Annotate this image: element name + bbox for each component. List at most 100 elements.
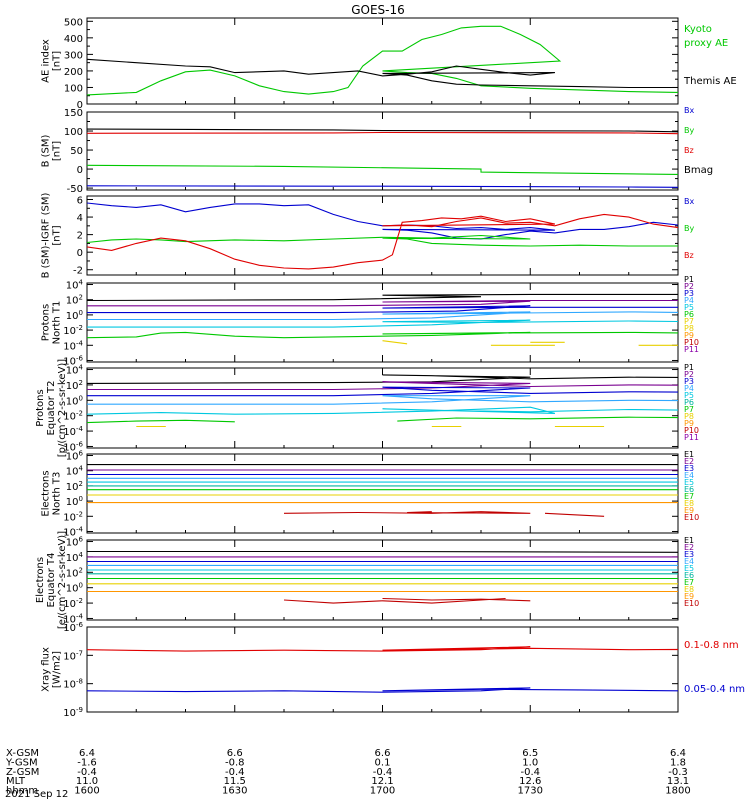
legend-entry: 0.1-0.8 nm [684,640,739,651]
legend-entry: P11 [684,433,699,442]
y-tick-label: 10-2 [63,324,83,337]
series-line [87,299,678,307]
ephemeris-value: 1630 [222,786,247,797]
y-tick-label: 100 [64,127,83,138]
legend-entry: P11 [684,345,699,354]
series-line [87,25,678,96]
y-tick-label: 100 [66,309,83,322]
legend-entry: P5 [684,303,694,312]
legend-entry: E10 [684,513,699,522]
y-tick-label: 2 [77,231,83,242]
series-line [87,213,678,270]
series-line [87,311,678,321]
series-line [87,395,678,405]
panel-electrons_t4: 10-4 10-2 100 102 104 106 Electrons Equator T4[… [35,531,699,629]
ephemeris-row-label: hhmm [6,786,38,797]
y-tick-label: 0 [77,165,83,176]
legend-entry: proxy AE [684,38,728,49]
y-tick-label: 300 [64,50,83,61]
y-tick-label: 102 [66,480,83,493]
legend-entry: E1 [684,450,694,459]
legend-entry: Bz [684,146,694,155]
y-tick-label: 100 [66,495,83,508]
y-axis-label: North T1 [52,301,63,345]
legend-entry: P2 [684,282,694,291]
ephemeris-value: 11.5 [224,776,246,787]
series-line [87,319,678,328]
y-tick-label: 10-7 [63,649,83,662]
y-tick-label: -50 [67,184,83,195]
ephemeris-value: 1600 [74,786,99,797]
panel-frame [86,17,679,105]
series-line [87,550,678,553]
series-line [87,58,678,89]
y-tick-label: 104 [66,551,84,564]
legend-entry: E6 [684,571,694,580]
ephemeris-value: -0.4 [225,767,245,778]
ephemeris-value: 6.6 [375,748,391,759]
ephemeris-value: 1.0 [522,757,538,768]
ephemeris-value: 0.1 [375,757,391,768]
series-line [87,305,678,314]
y-axis-label: B (SM)-IGRF (SM) [41,193,52,279]
y-axis-label: B (SM) [41,134,52,167]
legend-entry: Kyoto [684,24,712,35]
ephemeris-table: X-GSM 6.4 6.6 6.6 6.5 6.4 Y-GSM -1.6 -0.8 0.1 1.0 1… [5,748,691,797]
series-line [87,419,235,424]
y-axis-label: Equator T4 [46,553,57,608]
y-axis-label: [p/(cm^2-s-sr-keV)] [57,359,68,458]
y-axis-label: [nT] [52,51,63,71]
y-tick-label: 100 [66,394,83,407]
y-tick-label: 0 [77,100,83,111]
legend-entry: E8 [684,585,694,594]
ephemeris-value: 12.6 [519,776,541,787]
y-tick-label: 10-9 [63,706,83,719]
y-tick-label: 150 [64,108,83,119]
legend-entry: E2 [684,457,694,466]
panel-frame [86,626,679,713]
series-line [87,381,678,391]
legend-entry: P8 [684,324,694,333]
y-axis-label: Protons [41,304,52,341]
series-line [87,293,678,302]
y-tick-label: 10-6 [63,440,83,453]
y-tick-label: 10-4 [63,425,83,438]
series-line [87,331,678,339]
y-axis-label: [W/m2] [52,651,63,688]
legend-entry: P10 [684,426,699,435]
date-label: 2021 Sep 12 [5,789,68,800]
figure-title: GOES-16 [351,3,405,17]
ephemeris-value: -0.4 [373,767,393,778]
legend-entry: E10 [684,599,699,608]
legend-entry: P5 [684,391,694,400]
y-tick-label: 102 [66,566,83,579]
ephemeris-value: -0.3 [668,767,688,778]
y-tick-label: 10-6 [63,354,83,367]
legend-entry: E2 [684,543,694,552]
y-tick-label: 10-4 [63,525,83,538]
ephemeris-value: -1.6 [77,757,97,768]
panel-protons_t1: 10-6 10-4 10-2 100 102 104 Protons North T1 P1P2… [41,275,700,367]
legend-entry: E8 [684,499,694,508]
ephemeris-value: 1730 [518,786,543,797]
y-axis-label: [e/(cm^2-s-sr-keV)] [57,531,68,629]
panel-b_sm: -50 0 50 100 150 B (SM) [nT] Bx By Bz Bmag [41,106,714,195]
series-line [87,185,678,188]
ephemeris-value: 1.8 [670,757,686,768]
legend-entry: P8 [684,412,694,421]
series-line [283,511,531,514]
y-tick-label: 4 [77,213,83,224]
y-axis-label: [nT] [52,141,63,161]
y-axis-label: [nT] [52,225,63,245]
series-line [87,234,678,247]
legend-entry: Bz [684,251,694,260]
y-tick-label: -2 [73,266,83,277]
legend-entry: P6 [684,310,694,319]
y-axis-label: North T3 [52,472,63,516]
ephemeris-value: 11.0 [76,776,98,787]
legend-entry: P7 [684,405,694,414]
legend-entry: P4 [684,296,694,305]
legend-entry: Themis AE [683,76,737,87]
series-line [87,406,678,415]
